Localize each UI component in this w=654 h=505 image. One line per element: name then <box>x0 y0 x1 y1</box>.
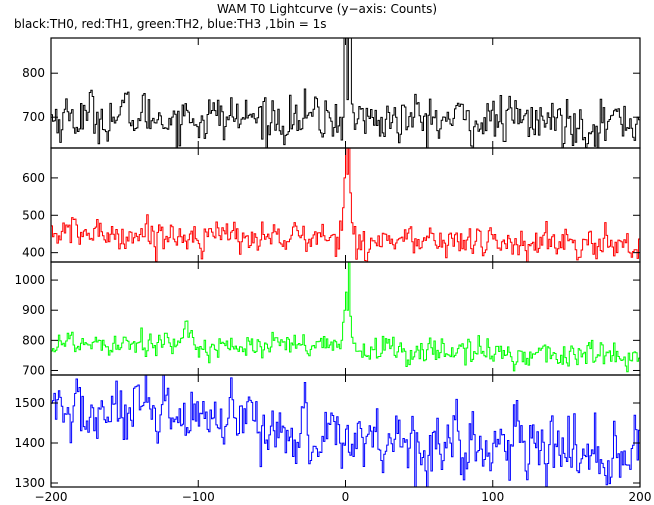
y-tick-label: 1400 <box>14 436 45 450</box>
y-tick-label: 600 <box>22 171 45 185</box>
y-tick-label: 500 <box>22 208 45 222</box>
series-th3-line <box>51 375 640 487</box>
y-tick-label: 400 <box>22 246 45 260</box>
y-tick-label: 1000 <box>14 273 45 287</box>
series-th0-line <box>51 38 640 148</box>
y-tick-label: 800 <box>22 66 45 80</box>
x-tick-label: −200 <box>35 490 68 504</box>
y-tick-label: 700 <box>22 110 45 124</box>
chart-subtitle: black:TH0, red:TH1, green:TH2, blue:TH3 … <box>14 17 327 31</box>
panel-th1: 400 500 600 <box>22 147 641 263</box>
chart-title: WAM T0 Lightcurve (y−axis: Counts) <box>217 2 437 16</box>
y-tick-label: 900 <box>22 303 45 317</box>
plot-area: 7008004005006007008009001000130014001500… <box>14 37 652 504</box>
y-tick-label: 700 <box>22 363 45 377</box>
x-tick-label: 200 <box>629 490 652 504</box>
panel-th2: 700 800 900 1000 <box>14 261 641 377</box>
panel-frame <box>50 37 641 149</box>
series-th2-line <box>51 262 640 373</box>
series-th1-line <box>51 148 640 262</box>
y-tick-label: 800 <box>22 333 45 347</box>
panel-th0: 700 800 <box>22 37 641 149</box>
x-tick-label: 100 <box>481 490 504 504</box>
x-tick-label: 0 <box>342 490 350 504</box>
y-tick-label: 1500 <box>14 396 45 410</box>
panel-th3: 1300 1400 1500 <box>14 374 641 490</box>
x-tick-label: −100 <box>182 490 215 504</box>
y-tick-label: 1300 <box>14 476 45 490</box>
